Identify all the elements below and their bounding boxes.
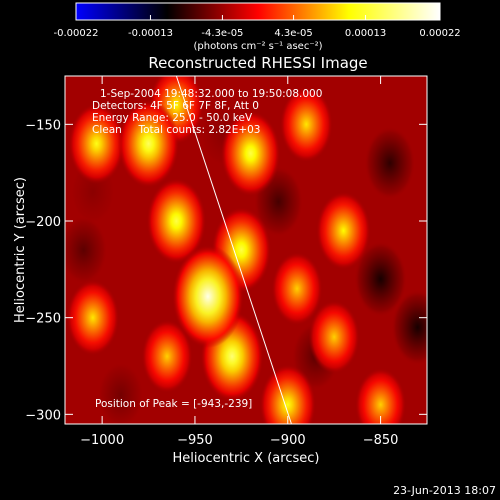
- y-tick-label: −150: [25, 118, 61, 133]
- y-axis-label: Heliocentric Y (arcsec): [13, 177, 28, 323]
- x-tick-label: −1000: [80, 433, 124, 448]
- heatmap-source: [117, 99, 180, 188]
- heatmap-source: [391, 289, 427, 366]
- x-axis-ticks: −1000 −950 −900 −850: [80, 76, 398, 448]
- solar-limb-line: [175, 76, 292, 424]
- heatmap-source: [280, 86, 333, 163]
- heatmap-source: [355, 368, 407, 424]
- heatmap-source: [141, 319, 193, 393]
- footer-timestamp: 23-Jun-2013 18:07: [393, 484, 496, 497]
- annotation-time-range: 1-Sep-2004 19:48:32.000 to 19:50:08.000: [100, 88, 322, 100]
- heatmap-source: [65, 215, 108, 285]
- annotation-detectors: Detectors: 4F 5F 6F 7F 8F, Att 0: [92, 100, 259, 112]
- heatmap-source: [316, 191, 371, 270]
- colorbar-tick-label: -4.3e-05: [201, 28, 243, 39]
- heatmap-source: [271, 252, 323, 326]
- heatmap-source: [68, 103, 125, 185]
- annotation-peak-position: Position of Peak = [-943,-239]: [95, 398, 252, 410]
- annotation-clean-counts: Clean Total counts: 2.82E+03: [92, 124, 261, 136]
- heatmap-source: [259, 364, 316, 424]
- annotation-energy-range: Energy Range: 25.0 - 50.0 keV: [92, 112, 253, 124]
- heatmap-source: [308, 300, 360, 374]
- heatmap-source: [146, 178, 207, 264]
- heatmap-source: [354, 241, 407, 317]
- colorbar-ticks: -0.00022 -0.00013 -4.3e-05 4.3e-05 0.00013 0.…: [54, 15, 461, 39]
- chart-title: Reconstructed RHESSI Image: [148, 54, 367, 72]
- heatmap-source: [66, 279, 120, 356]
- colorbar-tick-label: -0.00022: [54, 28, 99, 39]
- colorbar-tick-label: -0.00013: [128, 28, 173, 39]
- y-tick-label: −200: [25, 215, 61, 230]
- x-tick-label: −950: [177, 433, 213, 448]
- colorbar-bar: [75, 2, 441, 21]
- colorbar-tick-label: 0.00013: [345, 28, 386, 39]
- heatmap-source: [97, 362, 144, 424]
- y-axis-ticks: −300 −250 −200 −150: [25, 118, 427, 423]
- x-tick-label: −900: [270, 433, 306, 448]
- plot-frame: [64, 75, 428, 425]
- heatmap-source: [220, 110, 281, 197]
- colorbar-tick-label: 0.00022: [419, 28, 460, 39]
- heatmap-source: [172, 244, 244, 349]
- y-tick-label: −250: [25, 312, 61, 327]
- heatmap-area: [65, 76, 427, 424]
- colorbar-units: (photons cm⁻² s⁻¹ asec⁻²): [193, 41, 322, 52]
- heatmap-source: [364, 126, 416, 200]
- x-tick-label: −850: [363, 433, 399, 448]
- y-tick-label: −300: [25, 408, 61, 423]
- heatmap-sources: [65, 76, 427, 424]
- x-axis-label: Heliocentric X (arcsec): [173, 451, 320, 466]
- colorbar-tick-label: 4.3e-05: [274, 28, 312, 39]
- annotations: 1-Sep-2004 19:48:32.000 to 19:50:08.000 …: [92, 88, 322, 410]
- colorbar: -0.00022 -0.00013 -4.3e-05 4.3e-05 0.00013 0.…: [54, 2, 461, 52]
